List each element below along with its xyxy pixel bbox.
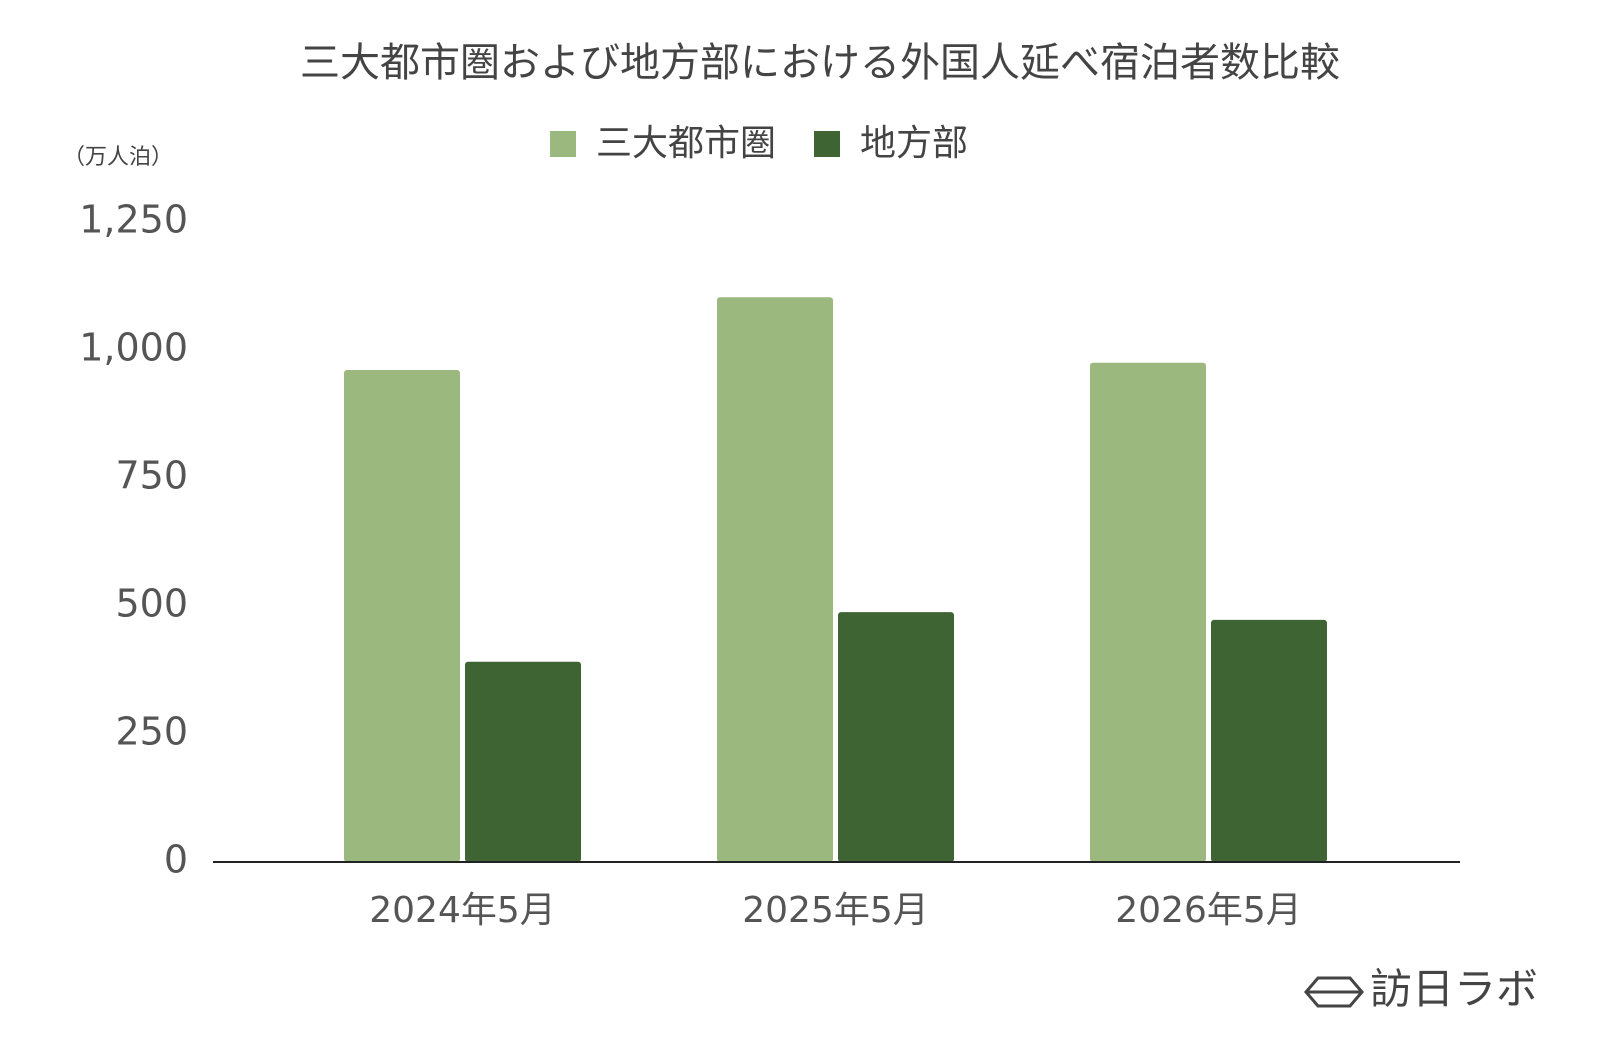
x-tick-label: 2024年5月 [369, 890, 556, 931]
y-tick-label: 250 [115, 710, 188, 754]
y-tick-label: 1,000 [79, 326, 188, 370]
bar [838, 612, 954, 862]
bar [465, 661, 581, 862]
logo-text: 訪日ラボ [1370, 965, 1538, 1014]
logo: 訪日ラボ [1304, 965, 1538, 1014]
y-tick-label: 750 [115, 454, 188, 498]
bar [344, 369, 460, 862]
bar [1090, 362, 1206, 862]
y-tick-label: 0 [164, 838, 188, 882]
y-tick-label: 1,250 [79, 198, 188, 242]
legend-label: 三大都市圏 [596, 123, 776, 164]
legend-swatch [550, 131, 576, 157]
y-tick-label: 500 [115, 582, 188, 626]
logo-icon [1304, 976, 1364, 1008]
x-tick-label: 2026年5月 [1115, 890, 1302, 931]
chart-title: 三大都市圏および地方部における外国人延べ宿泊者数比較 [300, 40, 1340, 86]
bar [1211, 619, 1327, 862]
bar [717, 297, 833, 862]
legend-label: 地方部 [860, 123, 968, 164]
x-tick-label: 2025年5月 [742, 890, 929, 931]
legend-swatch [814, 131, 841, 157]
y-unit-label: （万人泊） [63, 145, 173, 170]
